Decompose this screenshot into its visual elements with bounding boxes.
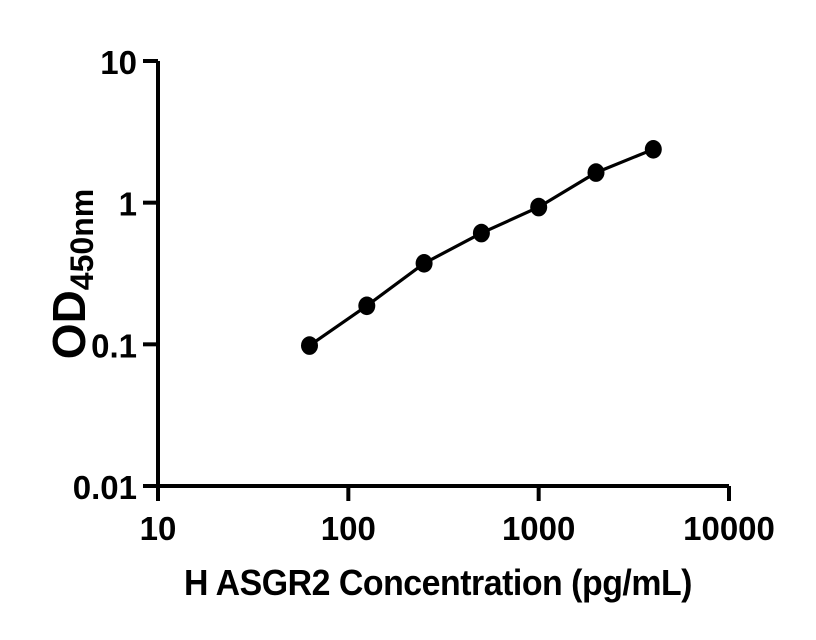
x-tick-label-100: 100 <box>321 510 376 547</box>
x-axis-title: H ASGR2 Concentration (pg/mL) <box>184 562 692 603</box>
data-point-1000 <box>530 197 548 217</box>
data-point-62.5 <box>301 336 318 355</box>
data-point-2000 <box>587 163 605 182</box>
data-point-500 <box>472 223 490 243</box>
axis-lines <box>156 61 729 488</box>
y-axis-title-subscript: 450nm <box>64 189 100 290</box>
data-point-4000 <box>644 140 662 159</box>
y-tick-label-0.01: 0.01 <box>73 469 137 506</box>
x-tick-label-10000: 10000 <box>683 510 775 547</box>
x-tick-label-10: 10 <box>140 510 177 547</box>
y-axis-title: OD450nm <box>43 189 100 359</box>
y-axis-title-main: OD <box>43 290 95 359</box>
y-tick-label-0.1: 0.1 <box>91 327 137 364</box>
data-point-250 <box>415 253 433 273</box>
data-point-125 <box>358 296 376 316</box>
y-tick-label-10: 10 <box>100 44 137 81</box>
y-tick-label-1: 1 <box>119 186 137 223</box>
x-tick-label-1000: 1000 <box>502 510 575 547</box>
plot-area: 10 100 1000 10000 10 1 0.1 0.01 <box>73 44 775 547</box>
